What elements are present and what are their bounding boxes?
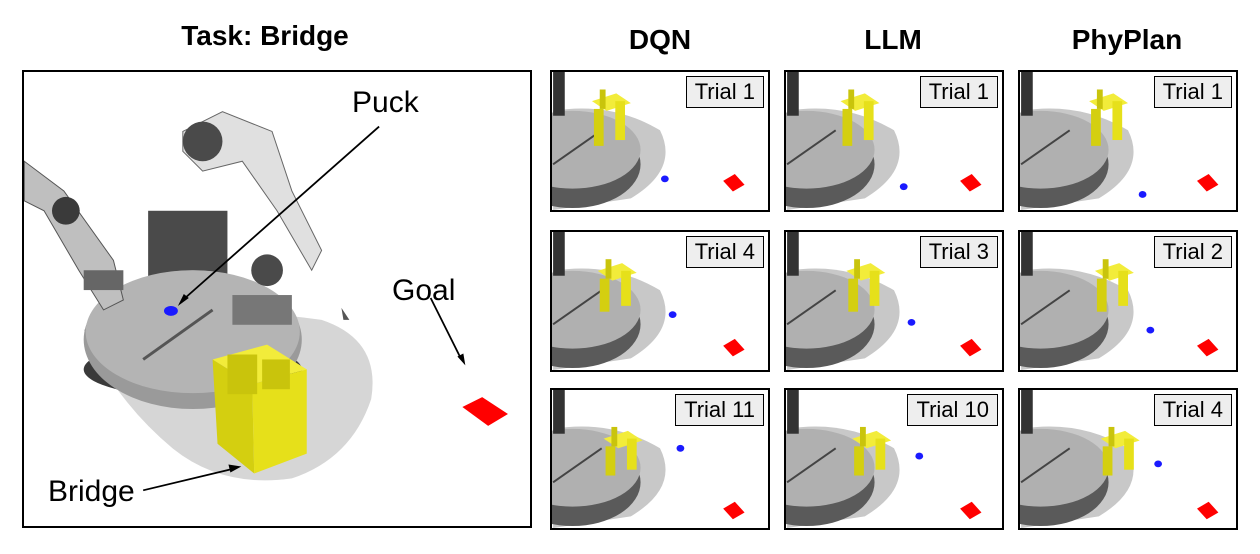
trial-scene-illustration — [552, 72, 745, 210]
bridge-label: Bridge — [48, 475, 135, 508]
trial-label: Trial 2 — [1153, 236, 1232, 268]
trial-scene-illustration — [786, 390, 982, 528]
column-heading-dqn: DQN — [628, 24, 692, 55]
trial-scene-illustration — [552, 390, 745, 528]
trial-label: Trial 4 — [685, 236, 764, 268]
trial-panel-dqn-3: Trial 11 — [550, 388, 770, 530]
trial-panel-dqn-1: Trial 1 — [550, 70, 770, 212]
trial-scene-illustration — [552, 232, 745, 370]
main-scene-illustration — [24, 111, 508, 492]
trial-label: Trial 1 — [1153, 76, 1232, 108]
trial-label: Trial 1 — [919, 76, 998, 108]
trial-label: Trial 1 — [685, 76, 764, 108]
trial-panel-phyplan-2: Trial 2 — [1018, 230, 1238, 372]
goal-label: Goal — [392, 274, 456, 307]
puck-label: Puck — [352, 86, 419, 119]
trial-panel-phyplan-1: Trial 1 — [1018, 70, 1238, 212]
trial-panel-llm-3: Trial 10 — [784, 388, 1004, 530]
trial-panel-llm-2: Trial 3 — [784, 230, 1004, 372]
trial-scene-illustration — [1020, 232, 1219, 370]
column-heading-phyplan: PhyPlan — [1071, 24, 1183, 55]
trial-scene-illustration — [786, 72, 982, 210]
trial-label: Trial 11 — [675, 394, 764, 426]
trial-scene-illustration — [1020, 72, 1219, 210]
trial-scene-illustration — [786, 232, 982, 370]
trial-scene-illustration — [1020, 390, 1219, 528]
trial-panel-phyplan-3: Trial 4 — [1018, 388, 1238, 530]
trial-panel-dqn-2: Trial 4 — [550, 230, 770, 372]
task-title: Task: Bridge — [181, 20, 349, 51]
trial-label: Trial 3 — [919, 236, 998, 268]
trial-label: Trial 4 — [1153, 394, 1232, 426]
trial-label: Trial 10 — [907, 394, 998, 426]
trial-panel-llm-1: Trial 1 — [784, 70, 1004, 212]
main-scene-panel: Puck Goal Bridge — [22, 70, 532, 528]
column-heading-llm: LLM — [864, 24, 922, 55]
